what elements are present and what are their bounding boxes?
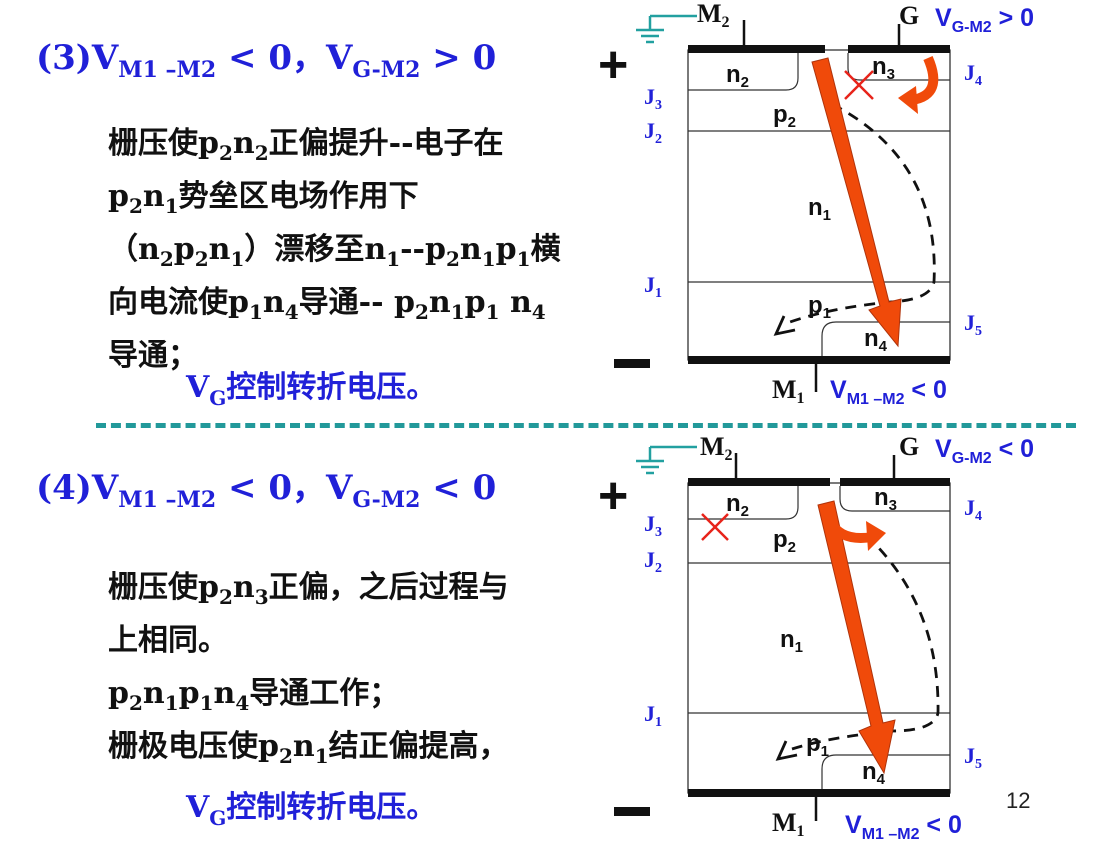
- dashed-current-path: [791, 533, 940, 751]
- cross-mark-icon: [844, 70, 874, 100]
- dashed-arrow-head: [775, 740, 798, 761]
- triac-diagram-case4: + M2 G VG-M2 < 0 M1 VM1 –M2 < 0 n2 n3 p2…: [598, 432, 1034, 843]
- m1-electrode: [688, 356, 950, 364]
- text-line: 向电流使p1n4导通-- p2n1p1 n4: [108, 285, 546, 324]
- n4-region-boundary: [821, 754, 950, 791]
- junction-j3-label: J3: [644, 511, 662, 540]
- region-n3: n3: [874, 484, 897, 514]
- section4-explanation: 栅压使p2n3正偏，之后过程与 上相同。: [108, 566, 509, 663]
- region-n4: n4: [864, 325, 888, 355]
- text-line: （n2p2n1）漂移至n1--p2n1p1横: [108, 232, 561, 271]
- junction-j4-label: J4: [964, 495, 982, 524]
- section-divider: [96, 423, 1076, 428]
- gate-electrode: [848, 45, 950, 53]
- text-line: 导通；: [108, 338, 198, 373]
- junction-j1-label: J1: [644, 272, 662, 301]
- region-p2: p2: [773, 526, 796, 556]
- gate-electrode: [840, 478, 950, 486]
- ground-icon: [636, 14, 697, 44]
- region-n1: n1: [808, 194, 831, 224]
- minus-sign: [614, 807, 650, 816]
- dashed-arrow-head: [773, 315, 796, 336]
- vm-condition-label: VM1 –M2 < 0: [845, 811, 962, 843]
- dashed-current-path: [789, 102, 936, 324]
- region-n2: n2: [726, 61, 749, 91]
- text-line: p2n1势垒区电场作用下: [108, 179, 419, 218]
- triac-diagram-case3: + M2 G VG-M2 > 0 M1 VM1 –M2 < 0 n2 n3 p2…: [598, 0, 1034, 408]
- minus-sign: [614, 359, 650, 368]
- region-p2: p2: [773, 101, 796, 131]
- gate-label: G: [899, 432, 919, 461]
- section4-condition: (4)VM1 –M2 < 0，VG-M2 < 0: [36, 468, 497, 513]
- junction-j3-label: J3: [644, 84, 662, 113]
- region-n1: n1: [780, 626, 803, 656]
- junction-j5-label: J5: [964, 743, 982, 772]
- section3-explanation: 栅压使p2n2正偏提升--电子在 p2n1势垒区电场作用下 （n2p2n1）漂移…: [108, 122, 561, 378]
- region-p1: p1: [808, 292, 831, 322]
- junction-j5-label: J5: [964, 310, 982, 339]
- m1-electrode: [688, 789, 950, 797]
- junction-j1-label: J1: [644, 701, 662, 730]
- n2-region-boundary: [688, 53, 799, 91]
- text-line: 栅压使p2n3正偏，之后过程与: [108, 570, 509, 609]
- curved-gate-arrow-head: [898, 86, 918, 114]
- plus-sign: +: [598, 36, 628, 94]
- m2-electrode: [688, 478, 830, 486]
- n2-region-boundary: [688, 486, 799, 520]
- vm-condition-label: VM1 –M2 < 0: [830, 376, 947, 408]
- plus-sign: +: [598, 467, 628, 525]
- region-n3: n3: [872, 53, 895, 83]
- curved-gate-arrow: [821, 511, 873, 543]
- n3-region-boundary: [839, 486, 950, 512]
- m1-label: M1: [772, 375, 805, 407]
- gate-label: G: [899, 1, 919, 30]
- ground-icon: [636, 445, 697, 475]
- text-line: p2n1p1n4导通工作；: [108, 676, 400, 715]
- text-line: 上相同。: [108, 623, 228, 658]
- m2-label: M2: [700, 432, 733, 464]
- section3-vg-note: VG控制转折电压。: [186, 370, 437, 410]
- page-number: 12: [1006, 788, 1031, 813]
- n4-region-boundary: [821, 321, 950, 358]
- junction-j2-label: J2: [644, 118, 662, 147]
- junction-j2-label: J2: [644, 547, 662, 576]
- cross-mark-icon: [701, 513, 729, 541]
- text-line: 栅压使p2n2正偏提升--电子在: [108, 126, 504, 165]
- curved-gate-arrow-head: [866, 521, 886, 551]
- main-current-arrow: [811, 57, 902, 348]
- section4-explanation-2: p2n1p1n4导通工作； 栅极电压使p2n1结正偏提高，: [108, 672, 509, 778]
- m2-label: M2: [697, 0, 730, 31]
- vg-condition-label: VG-M2 < 0: [935, 435, 1034, 467]
- region-n2: n2: [726, 490, 749, 520]
- junction-j4-label: J4: [964, 60, 982, 89]
- m2-electrode: [688, 45, 825, 53]
- region-n4: n4: [862, 758, 886, 788]
- m1-label: M1: [772, 808, 805, 840]
- section3-condition: (3)VM1 –M2 < 0，VG-M2 > 0: [36, 38, 497, 83]
- text-line: 栅极电压使p2n1结正偏提高，: [108, 729, 509, 768]
- vg-condition-label: VG-M2 > 0: [935, 4, 1034, 36]
- section4-vg-note: VG控制转折电压。: [186, 790, 437, 830]
